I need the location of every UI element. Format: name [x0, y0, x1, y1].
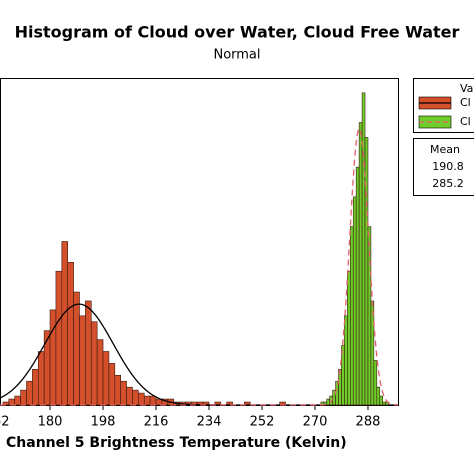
bar [85, 300, 92, 406]
bar [138, 392, 145, 406]
bar [382, 401, 386, 406]
fit-curve [0, 127, 399, 406]
legend-title: Va [460, 82, 473, 95]
x-tick-label: 270 [303, 415, 328, 430]
bar [43, 330, 51, 406]
legend-label: Cl [460, 96, 471, 109]
x-axis-label: Channel 5 Brightness Temperature (Kelvin… [6, 435, 347, 451]
bar [364, 137, 369, 406]
bar [8, 398, 16, 406]
mean-box [413, 138, 474, 196]
bar [96, 339, 104, 406]
x-tick-label: 180 [38, 415, 63, 430]
bar [32, 369, 39, 406]
bar [20, 389, 27, 406]
bar [361, 92, 366, 406]
bar [126, 386, 133, 406]
bar [37, 351, 45, 406]
bar [376, 386, 381, 406]
bar [61, 241, 69, 406]
legend-mean: 285.2 [432, 177, 464, 190]
chart-subtitle: Normal [213, 48, 260, 63]
bar [373, 360, 378, 406]
x-tick-label: 252 [250, 415, 275, 430]
bar [67, 262, 74, 406]
chart-title: Histogram of Cloud over Water, Cloud Fre… [15, 23, 460, 42]
bar [49, 309, 57, 406]
x-tick-label: 234 [197, 415, 222, 430]
bar [102, 351, 110, 406]
legend-label: Cl [460, 115, 471, 128]
bar [55, 270, 63, 406]
bar [352, 196, 357, 406]
bar [379, 395, 383, 406]
bar [114, 374, 121, 406]
x-tick-label: 162 [0, 415, 9, 430]
bar [350, 226, 354, 406]
x-tick-label: 288 [356, 415, 381, 430]
bar [108, 363, 116, 406]
x-tick-label: 216 [144, 415, 169, 430]
bar [355, 166, 360, 406]
bar [344, 315, 348, 406]
mean-title: Mean [430, 143, 460, 156]
bar [14, 395, 21, 406]
bar [143, 395, 151, 406]
x-tick-label: 198 [91, 415, 116, 430]
bar [26, 380, 33, 406]
legend-mean: 190.8 [432, 160, 464, 173]
bar [132, 389, 139, 406]
plot-frame [0, 78, 399, 406]
bar [347, 270, 351, 406]
bar [358, 122, 363, 406]
bar [326, 398, 331, 406]
bar [149, 395, 157, 406]
bar [79, 315, 86, 406]
bar [73, 291, 80, 406]
bar [90, 321, 98, 406]
bar [120, 380, 127, 406]
